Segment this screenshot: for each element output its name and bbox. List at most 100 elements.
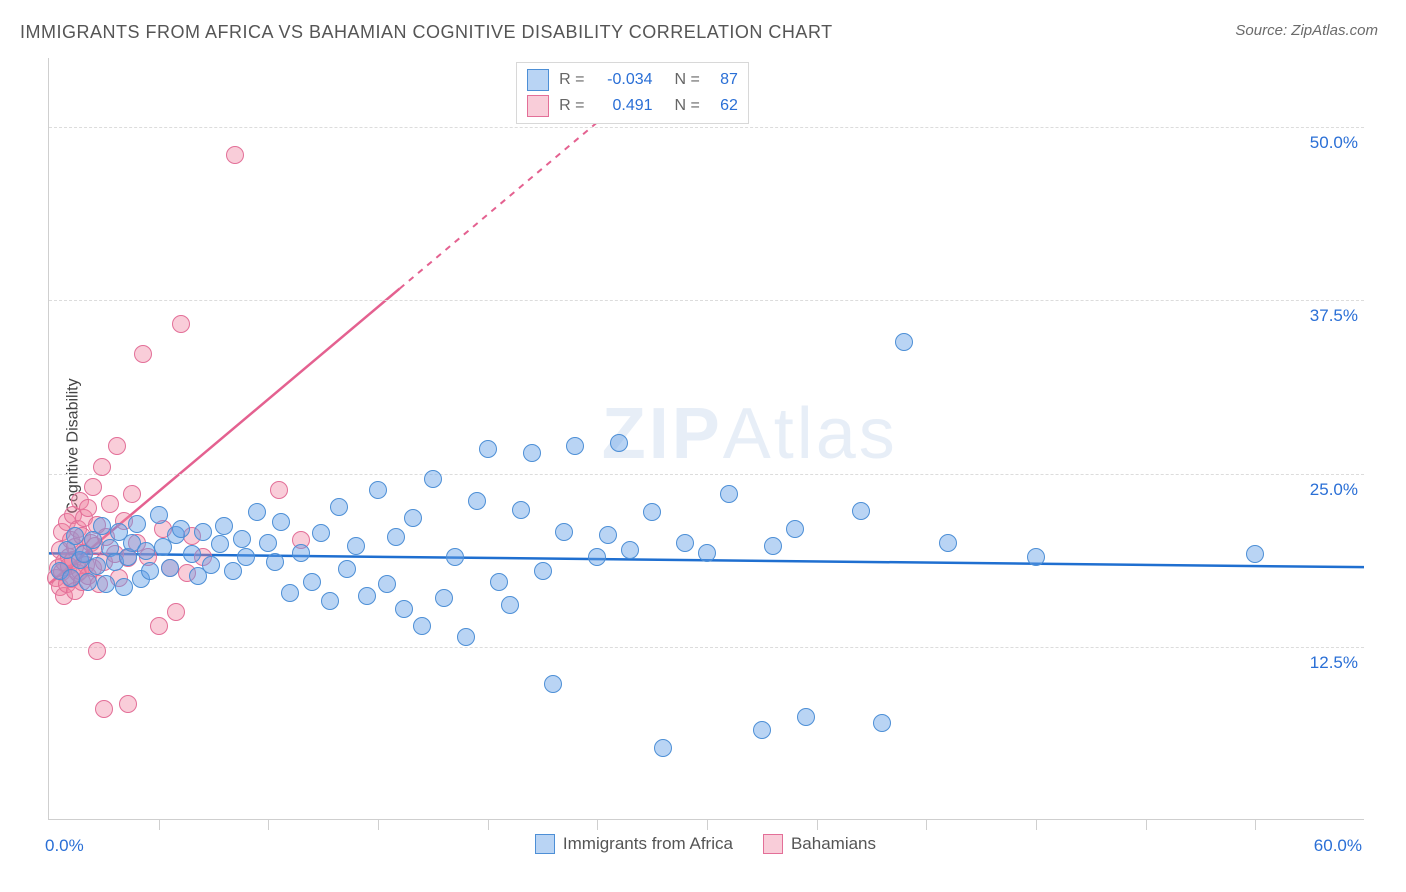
x-tick (1255, 820, 1256, 830)
data-point-b (150, 617, 168, 635)
data-point-a (555, 523, 573, 541)
legend-item: Immigrants from Africa (535, 834, 733, 854)
data-point-a (312, 524, 330, 542)
data-point-a (150, 506, 168, 524)
x-tick (268, 820, 269, 830)
x-tick (1146, 820, 1147, 830)
chart-frame: IMMIGRANTS FROM AFRICA VS BAHAMIAN COGNI… (0, 0, 1406, 892)
source-name: ZipAtlas.com (1291, 22, 1378, 39)
data-point-b (88, 642, 106, 660)
data-point-a (873, 714, 891, 732)
x-tick (1036, 820, 1037, 830)
data-point-a (211, 535, 229, 553)
data-point-a (610, 434, 628, 452)
data-point-a (764, 537, 782, 555)
data-point-a (358, 587, 376, 605)
data-point-a (387, 528, 405, 546)
data-point-a (895, 333, 913, 351)
data-point-a (97, 575, 115, 593)
gridline (49, 474, 1364, 475)
data-point-a (194, 523, 212, 541)
data-point-a (446, 548, 464, 566)
data-point-a (161, 559, 179, 577)
data-point-a (698, 544, 716, 562)
y-tick-label: 12.5% (1310, 653, 1358, 673)
x-tick-label: 60.0% (1314, 836, 1362, 856)
n-value: 87 (708, 67, 738, 93)
data-point-a (88, 557, 106, 575)
data-point-a (566, 437, 584, 455)
data-point-b (123, 485, 141, 503)
legend-row: R =0.491N =62 (527, 93, 738, 119)
data-point-b (167, 603, 185, 621)
data-point-a (248, 503, 266, 521)
data-point-a (378, 575, 396, 593)
watermark-rest: Atlas (723, 394, 898, 474)
data-point-a (404, 509, 422, 527)
legend-swatch (763, 834, 783, 854)
data-point-a (939, 534, 957, 552)
data-point-a (281, 584, 299, 602)
gridline (49, 300, 1364, 301)
x-tick (597, 820, 598, 830)
data-point-a (1027, 548, 1045, 566)
data-point-a (62, 569, 80, 587)
data-point-a (292, 544, 310, 562)
data-point-a (523, 444, 541, 462)
n-value: 62 (708, 93, 738, 119)
data-point-b (119, 695, 137, 713)
data-point-a (621, 541, 639, 559)
data-point-a (321, 592, 339, 610)
data-point-a (753, 721, 771, 739)
data-point-a (643, 503, 661, 521)
data-point-a (435, 589, 453, 607)
watermark: ZIPAtlas (602, 393, 898, 475)
x-tick-label: 0.0% (45, 836, 84, 856)
legend-item: Bahamians (763, 834, 876, 854)
data-point-a (224, 562, 242, 580)
data-point-a (215, 517, 233, 535)
data-point-a (330, 498, 348, 516)
n-label: N = (675, 93, 700, 119)
data-point-a (137, 542, 155, 560)
legend-label: Immigrants from Africa (563, 834, 733, 854)
data-point-a (202, 556, 220, 574)
legend-swatch (527, 95, 549, 117)
data-point-b (172, 315, 190, 333)
data-point-b (108, 437, 126, 455)
data-point-a (413, 617, 431, 635)
plot-area: ZIPAtlas R =-0.034N =87R =0.491N =62 12.… (48, 58, 1364, 820)
data-point-b (79, 499, 97, 517)
data-point-a (369, 481, 387, 499)
y-tick-label: 25.0% (1310, 480, 1358, 500)
data-point-a (183, 545, 201, 563)
data-point-a (534, 562, 552, 580)
x-tick (159, 820, 160, 830)
gridline (49, 127, 1364, 128)
data-point-a (259, 534, 277, 552)
data-point-a (501, 596, 519, 614)
chart-title: IMMIGRANTS FROM AFRICA VS BAHAMIAN COGNI… (20, 22, 833, 43)
data-point-a (1246, 545, 1264, 563)
data-point-a (93, 517, 111, 535)
data-point-a (237, 548, 255, 566)
data-point-b (93, 458, 111, 476)
data-point-a (797, 708, 815, 726)
r-value: 0.491 (593, 93, 653, 119)
x-tick (817, 820, 818, 830)
series-legend: Immigrants from Africa Bahamians (535, 834, 876, 854)
x-tick (926, 820, 927, 830)
data-point-a (479, 440, 497, 458)
x-tick (488, 820, 489, 830)
y-tick-label: 37.5% (1310, 306, 1358, 326)
n-label: N = (675, 67, 700, 93)
data-point-a (395, 600, 413, 618)
legend-swatch (535, 834, 555, 854)
data-point-b (134, 345, 152, 363)
data-point-a (141, 562, 159, 580)
data-point-a (654, 739, 672, 757)
data-point-a (303, 573, 321, 591)
data-point-a (588, 548, 606, 566)
data-point-a (128, 515, 146, 533)
data-point-a (172, 520, 190, 538)
